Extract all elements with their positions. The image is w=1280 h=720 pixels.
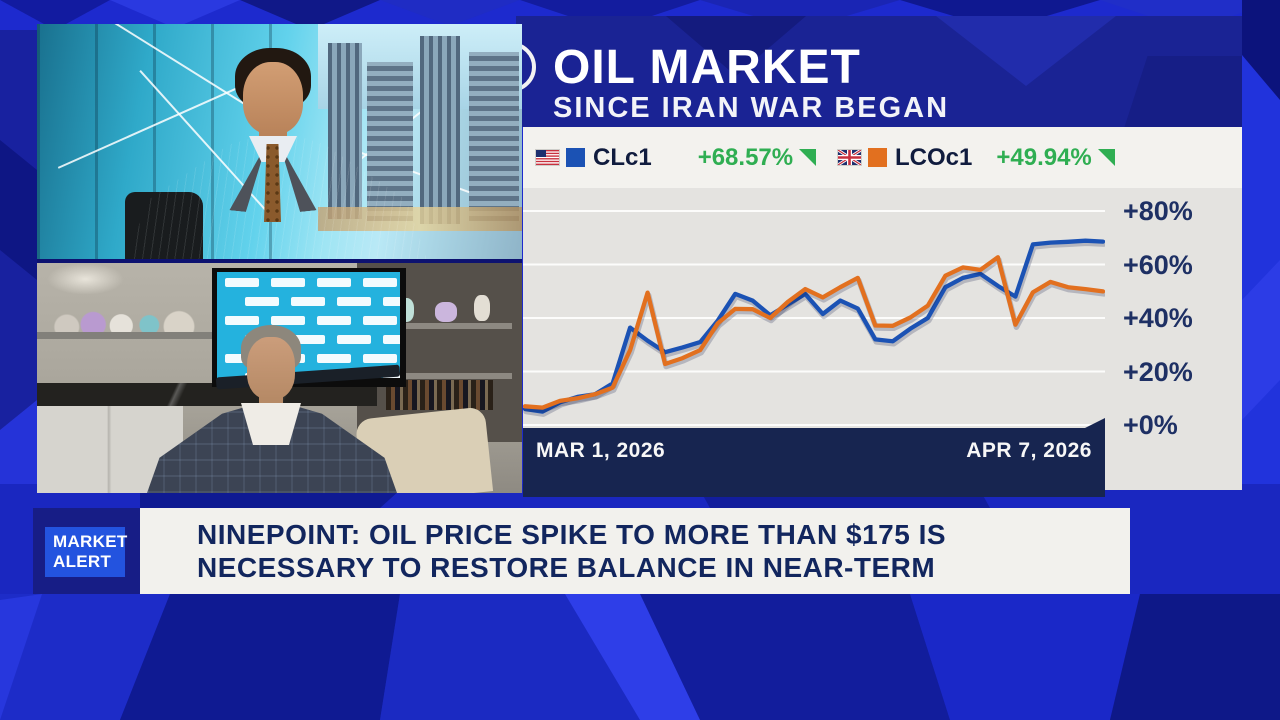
- guest-face: [247, 337, 295, 399]
- skyline-building: [468, 52, 519, 222]
- logo-tile: [383, 297, 400, 307]
- remote-guest-video: [37, 263, 522, 493]
- chart-subtitle: SINCE IRAN WAR BEGAN: [553, 92, 950, 124]
- skyline-lights: [318, 207, 522, 231]
- anchor-chair: [125, 192, 203, 259]
- logo-tile: [317, 278, 352, 288]
- logo-tile: [317, 354, 352, 364]
- left-shelf-objects: [46, 306, 212, 332]
- logo-tile: [317, 316, 352, 326]
- logo-tile: [363, 278, 398, 288]
- header-facet: [936, 16, 1116, 86]
- down-right-triangle-icon: [1097, 149, 1115, 166]
- left-shelf: [37, 332, 222, 339]
- badge-text-line-2: ALERT: [53, 552, 112, 571]
- shelf: [366, 322, 513, 329]
- headline-line-2: NECESSARY TO RESTORE BALANCE IN NEAR-TER…: [197, 552, 936, 583]
- logo-tile: [271, 278, 306, 288]
- lcoc1-symbol: LCOc1: [895, 143, 973, 171]
- header-facet: [666, 16, 806, 76]
- oil-price-line-chart: [523, 210, 1105, 426]
- clc1-color-swatch: [566, 148, 585, 167]
- logo-tile: [245, 297, 280, 307]
- y-tick-+40%: +40%: [1123, 303, 1193, 333]
- chart-legend: CLc1 +68.57% LCOc1 +49.94%: [523, 127, 1242, 188]
- uk-flag-icon: [838, 150, 861, 165]
- studio-anchor-video: [37, 24, 522, 259]
- logo-tile: [271, 316, 306, 326]
- headline-line-1: NINEPOINT: OIL PRICE SPIKE TO MORE THAN …: [197, 519, 947, 550]
- shelf: [366, 373, 513, 380]
- chart-panel: CLc1 +68.57% LCOc1 +49.94%: [523, 127, 1242, 490]
- us-flag-icon: [536, 150, 559, 165]
- logo-tile: [225, 316, 260, 326]
- skyline-building: [420, 35, 461, 224]
- down-right-triangle-icon: [799, 149, 817, 166]
- logo-tile: [337, 297, 372, 307]
- chart-title: OIL MARKET: [553, 41, 861, 94]
- lcoc1-change: +49.94%: [996, 143, 1092, 171]
- badge-text-line-1: MARKET: [53, 532, 128, 551]
- clc1-symbol: CLc1: [593, 143, 652, 171]
- y-tick-+80%: +80%: [1123, 196, 1193, 226]
- ceiling-light-glow: [46, 263, 125, 296]
- logo-tile: [291, 297, 326, 307]
- x-axis-end-date: APR 7, 2026: [966, 439, 1092, 462]
- y-tick-+20%: +20%: [1123, 356, 1193, 387]
- guest-shirt: [241, 403, 301, 445]
- y-axis-labels: +80% +60% +40% +20% +0%: [1113, 188, 1237, 440]
- logo-tile: [337, 335, 372, 345]
- marble-counter: [37, 382, 377, 406]
- series-LCOc1: [523, 255, 1105, 410]
- skyline-building: [366, 61, 413, 222]
- skyline-building: [328, 42, 362, 220]
- y-tick-+60%: +60%: [1123, 249, 1193, 280]
- shelf-trinket: [434, 302, 457, 323]
- logo-tile: [363, 316, 398, 326]
- x-axis-start-date: MAR 1, 2026: [536, 439, 666, 462]
- logo-tile: [225, 278, 260, 288]
- legend-item-lcoc1: LCOc1 +49.94%: [838, 127, 1115, 188]
- lcoc1-color-swatch: [868, 148, 887, 167]
- market-alert-badge: MARKET ALERT: [45, 527, 128, 577]
- headline-band: NINEPOINT: OIL PRICE SPIKE TO MORE THAN …: [140, 508, 1130, 594]
- logo-tile: [363, 354, 398, 364]
- anchor-tie: [264, 144, 281, 222]
- clc1-change: +68.57%: [697, 143, 794, 171]
- video-separator: [37, 259, 522, 263]
- anchor-face: [243, 62, 303, 134]
- chart-header-band: [516, 16, 1242, 127]
- legend-item-clc1: CLc1 +68.57%: [536, 127, 817, 188]
- y-tick-+0%: +0%: [1123, 410, 1178, 440]
- logo-tile: [383, 335, 400, 345]
- x-axis-date-band: MAR 1, 2026 APR 7, 2026: [523, 418, 1105, 497]
- logo-tile: [291, 335, 326, 345]
- shelf-trinket: [473, 295, 490, 322]
